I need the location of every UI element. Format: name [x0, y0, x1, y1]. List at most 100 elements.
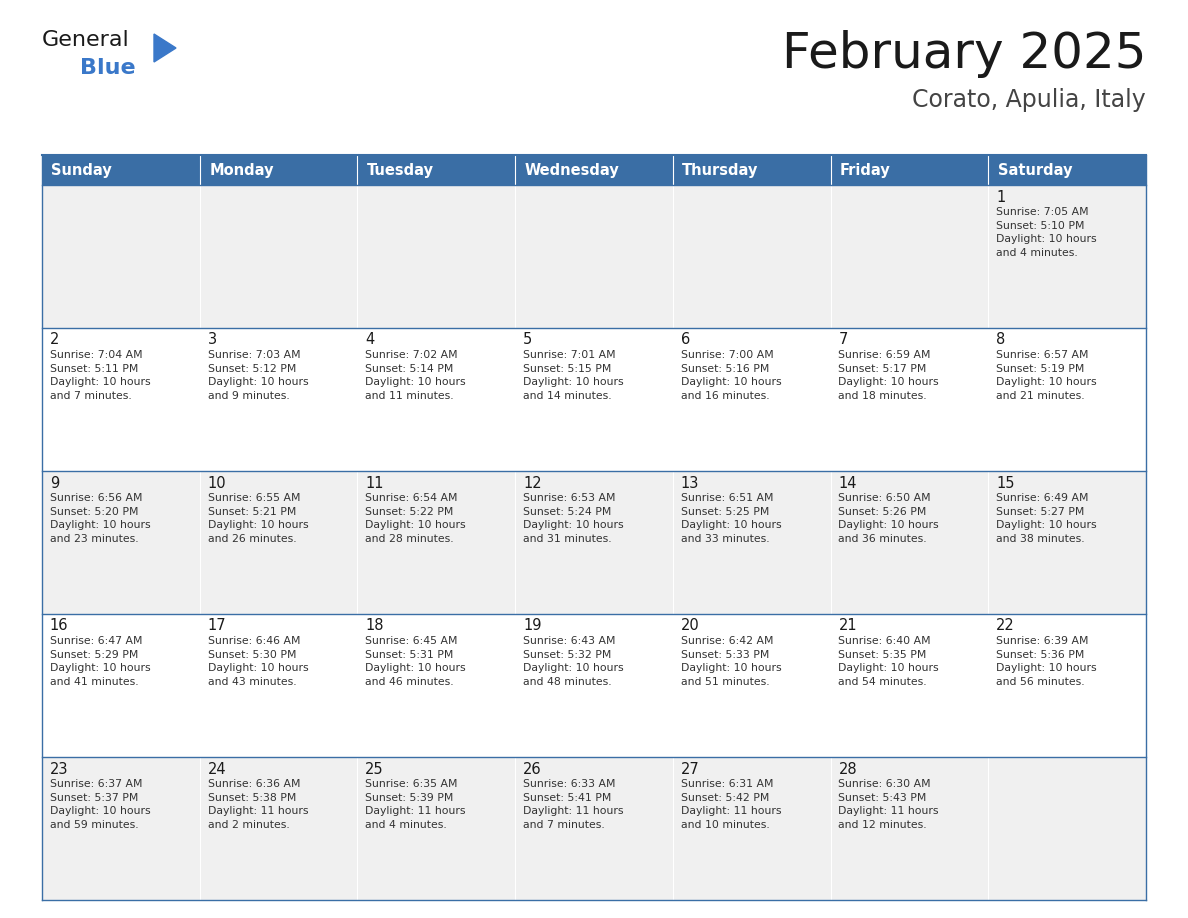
Text: Sunrise: 6:51 AM
Sunset: 5:25 PM
Daylight: 10 hours
and 33 minutes.: Sunrise: 6:51 AM Sunset: 5:25 PM Dayligh…	[681, 493, 782, 543]
Text: Sunrise: 6:42 AM
Sunset: 5:33 PM
Daylight: 10 hours
and 51 minutes.: Sunrise: 6:42 AM Sunset: 5:33 PM Dayligh…	[681, 636, 782, 687]
Text: Sunrise: 6:49 AM
Sunset: 5:27 PM
Daylight: 10 hours
and 38 minutes.: Sunrise: 6:49 AM Sunset: 5:27 PM Dayligh…	[997, 493, 1097, 543]
Text: Sunrise: 6:30 AM
Sunset: 5:43 PM
Daylight: 11 hours
and 12 minutes.: Sunrise: 6:30 AM Sunset: 5:43 PM Dayligh…	[839, 779, 939, 830]
Text: Sunrise: 6:53 AM
Sunset: 5:24 PM
Daylight: 10 hours
and 31 minutes.: Sunrise: 6:53 AM Sunset: 5:24 PM Dayligh…	[523, 493, 624, 543]
Text: Friday: Friday	[840, 162, 891, 177]
Bar	[830, 328, 988, 471]
Bar	[42, 471, 200, 614]
Bar	[358, 471, 516, 614]
Text: Sunrise: 6:31 AM
Sunset: 5:42 PM
Daylight: 11 hours
and 10 minutes.: Sunrise: 6:31 AM Sunset: 5:42 PM Dayligh…	[681, 779, 782, 830]
Text: 25: 25	[366, 762, 384, 777]
Text: Sunrise: 7:05 AM
Sunset: 5:10 PM
Daylight: 10 hours
and 4 minutes.: Sunrise: 7:05 AM Sunset: 5:10 PM Dayligh…	[997, 207, 1097, 258]
Text: 9: 9	[50, 476, 59, 490]
Text: 10: 10	[208, 476, 226, 490]
Bar	[672, 471, 830, 614]
Polygon shape	[154, 34, 176, 62]
Text: 1: 1	[997, 189, 1005, 205]
Bar	[358, 185, 516, 328]
Text: 14: 14	[839, 476, 857, 490]
Text: Sunrise: 6:36 AM
Sunset: 5:38 PM
Daylight: 11 hours
and 2 minutes.: Sunrise: 6:36 AM Sunset: 5:38 PM Dayligh…	[208, 779, 308, 830]
Text: 12: 12	[523, 476, 542, 490]
Bar	[672, 155, 830, 185]
Bar	[830, 614, 988, 757]
Text: 11: 11	[366, 476, 384, 490]
Text: Sunrise: 6:56 AM
Sunset: 5:20 PM
Daylight: 10 hours
and 23 minutes.: Sunrise: 6:56 AM Sunset: 5:20 PM Dayligh…	[50, 493, 151, 543]
Text: Sunrise: 7:02 AM
Sunset: 5:14 PM
Daylight: 10 hours
and 11 minutes.: Sunrise: 7:02 AM Sunset: 5:14 PM Dayligh…	[366, 350, 466, 401]
Text: Sunrise: 6:39 AM
Sunset: 5:36 PM
Daylight: 10 hours
and 56 minutes.: Sunrise: 6:39 AM Sunset: 5:36 PM Dayligh…	[997, 636, 1097, 687]
Bar	[988, 185, 1146, 328]
Text: 24: 24	[208, 762, 226, 777]
Bar	[516, 471, 672, 614]
Bar	[672, 328, 830, 471]
Bar	[988, 757, 1146, 900]
Bar	[200, 328, 358, 471]
Text: 7: 7	[839, 332, 848, 348]
Bar	[516, 757, 672, 900]
Bar	[516, 328, 672, 471]
Text: Tuesday: Tuesday	[367, 162, 434, 177]
Text: 27: 27	[681, 762, 700, 777]
Text: Sunrise: 7:01 AM
Sunset: 5:15 PM
Daylight: 10 hours
and 14 minutes.: Sunrise: 7:01 AM Sunset: 5:15 PM Dayligh…	[523, 350, 624, 401]
Bar	[830, 155, 988, 185]
Text: 13: 13	[681, 476, 699, 490]
Bar	[200, 155, 358, 185]
Bar	[42, 614, 200, 757]
Text: Sunrise: 6:59 AM
Sunset: 5:17 PM
Daylight: 10 hours
and 18 minutes.: Sunrise: 6:59 AM Sunset: 5:17 PM Dayligh…	[839, 350, 939, 401]
Text: Sunrise: 6:57 AM
Sunset: 5:19 PM
Daylight: 10 hours
and 21 minutes.: Sunrise: 6:57 AM Sunset: 5:19 PM Dayligh…	[997, 350, 1097, 401]
Text: General: General	[42, 30, 129, 50]
Text: Sunrise: 7:03 AM
Sunset: 5:12 PM
Daylight: 10 hours
and 9 minutes.: Sunrise: 7:03 AM Sunset: 5:12 PM Dayligh…	[208, 350, 308, 401]
Bar	[200, 757, 358, 900]
Text: 20: 20	[681, 619, 700, 633]
Text: Sunrise: 6:47 AM
Sunset: 5:29 PM
Daylight: 10 hours
and 41 minutes.: Sunrise: 6:47 AM Sunset: 5:29 PM Dayligh…	[50, 636, 151, 687]
Text: 8: 8	[997, 332, 1005, 348]
Text: 22: 22	[997, 619, 1015, 633]
Bar	[42, 155, 200, 185]
Text: Sunday: Sunday	[51, 162, 112, 177]
Text: 3: 3	[208, 332, 216, 348]
Text: Sunrise: 6:35 AM
Sunset: 5:39 PM
Daylight: 11 hours
and 4 minutes.: Sunrise: 6:35 AM Sunset: 5:39 PM Dayligh…	[366, 779, 466, 830]
Text: Monday: Monday	[209, 162, 273, 177]
Bar	[200, 471, 358, 614]
Bar	[358, 155, 516, 185]
Text: Sunrise: 6:33 AM
Sunset: 5:41 PM
Daylight: 11 hours
and 7 minutes.: Sunrise: 6:33 AM Sunset: 5:41 PM Dayligh…	[523, 779, 624, 830]
Bar	[42, 757, 200, 900]
Text: Sunrise: 6:43 AM
Sunset: 5:32 PM
Daylight: 10 hours
and 48 minutes.: Sunrise: 6:43 AM Sunset: 5:32 PM Dayligh…	[523, 636, 624, 687]
Bar	[672, 614, 830, 757]
Bar	[672, 757, 830, 900]
Text: 23: 23	[50, 762, 69, 777]
Bar	[672, 185, 830, 328]
Text: Sunrise: 7:00 AM
Sunset: 5:16 PM
Daylight: 10 hours
and 16 minutes.: Sunrise: 7:00 AM Sunset: 5:16 PM Dayligh…	[681, 350, 782, 401]
Text: 16: 16	[50, 619, 69, 633]
Text: Sunrise: 6:55 AM
Sunset: 5:21 PM
Daylight: 10 hours
and 26 minutes.: Sunrise: 6:55 AM Sunset: 5:21 PM Dayligh…	[208, 493, 308, 543]
Text: Sunrise: 7:04 AM
Sunset: 5:11 PM
Daylight: 10 hours
and 7 minutes.: Sunrise: 7:04 AM Sunset: 5:11 PM Dayligh…	[50, 350, 151, 401]
Bar	[516, 155, 672, 185]
Text: Sunrise: 6:50 AM
Sunset: 5:26 PM
Daylight: 10 hours
and 36 minutes.: Sunrise: 6:50 AM Sunset: 5:26 PM Dayligh…	[839, 493, 939, 543]
Text: 18: 18	[366, 619, 384, 633]
Bar	[42, 185, 200, 328]
Text: February 2025: February 2025	[782, 30, 1146, 78]
Text: Sunrise: 6:45 AM
Sunset: 5:31 PM
Daylight: 10 hours
and 46 minutes.: Sunrise: 6:45 AM Sunset: 5:31 PM Dayligh…	[366, 636, 466, 687]
Text: 2: 2	[50, 332, 59, 348]
Text: Sunrise: 6:40 AM
Sunset: 5:35 PM
Daylight: 10 hours
and 54 minutes.: Sunrise: 6:40 AM Sunset: 5:35 PM Dayligh…	[839, 636, 939, 687]
Text: 6: 6	[681, 332, 690, 348]
Bar	[516, 614, 672, 757]
Text: 21: 21	[839, 619, 857, 633]
Bar	[988, 328, 1146, 471]
Text: 28: 28	[839, 762, 857, 777]
Bar	[988, 155, 1146, 185]
Bar	[988, 471, 1146, 614]
Bar	[830, 471, 988, 614]
Text: Sunrise: 6:46 AM
Sunset: 5:30 PM
Daylight: 10 hours
and 43 minutes.: Sunrise: 6:46 AM Sunset: 5:30 PM Dayligh…	[208, 636, 308, 687]
Bar	[200, 614, 358, 757]
Text: 17: 17	[208, 619, 226, 633]
Text: Thursday: Thursday	[682, 162, 759, 177]
Bar	[358, 757, 516, 900]
Text: Blue: Blue	[80, 58, 135, 78]
Text: Sunrise: 6:37 AM
Sunset: 5:37 PM
Daylight: 10 hours
and 59 minutes.: Sunrise: 6:37 AM Sunset: 5:37 PM Dayligh…	[50, 779, 151, 830]
Text: 15: 15	[997, 476, 1015, 490]
Text: 4: 4	[366, 332, 374, 348]
Bar	[988, 614, 1146, 757]
Bar	[358, 328, 516, 471]
Bar	[830, 757, 988, 900]
Text: 19: 19	[523, 619, 542, 633]
Bar	[42, 328, 200, 471]
